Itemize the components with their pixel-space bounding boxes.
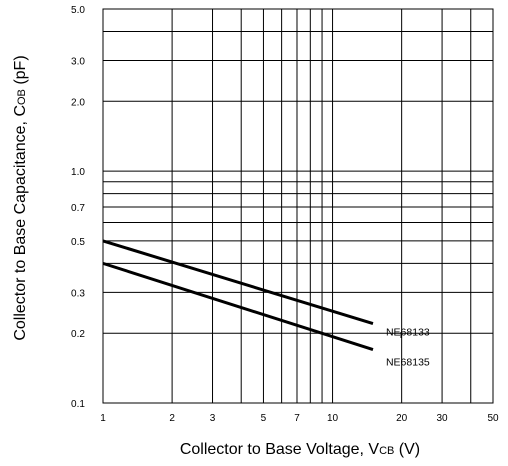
series-label-ne68135: NE68135 [386, 357, 430, 369]
y-tick-label: 2.0 [71, 97, 85, 108]
y-tick-labels: 0.1 0.2 0.3 0.5 0.7 1.0 2.0 3.0 5.0 [71, 5, 85, 410]
y-tick-label: 0.3 [71, 288, 85, 299]
x-axis-title: Collector to Base Voltage, VCB (V) [180, 441, 420, 458]
series-lines [102, 239, 374, 351]
y-tick-label: 3.0 [71, 56, 85, 67]
x-tick-label: 20 [396, 413, 408, 424]
plot-frame [102, 8, 494, 404]
y-tick-label: 1.0 [71, 167, 85, 178]
y-tick-label: 5.0 [71, 5, 85, 16]
x-tick-labels: 1 2 3 5 7 10 20 30 50 [100, 413, 499, 424]
x-tick-label: 2 [169, 413, 175, 424]
y-tick-label: 0.2 [71, 329, 85, 340]
x-tick-label: 30 [437, 413, 449, 424]
y-tick-label: 0.7 [71, 203, 85, 214]
x-tick-label: 5 [261, 413, 267, 424]
y-tick-label: 0.1 [71, 399, 85, 410]
x-tick-label: 3 [210, 413, 216, 424]
grid [102, 8, 494, 404]
x-tick-label: 1 [100, 413, 106, 424]
x-tick-label: 50 [487, 413, 499, 424]
x-tick-label: 10 [327, 413, 339, 424]
series-label-ne68133: NE68133 [386, 327, 430, 339]
y-axis-title: Collector to Base Capacitance, COB (pF) [12, 55, 29, 340]
series-line-ne68135 [102, 261, 374, 351]
y-tick-label: 0.5 [71, 237, 85, 248]
x-tick-label: 7 [294, 413, 300, 424]
series-line-ne68133 [102, 239, 374, 326]
series-labels: NE68133 NE68135 [386, 327, 430, 369]
